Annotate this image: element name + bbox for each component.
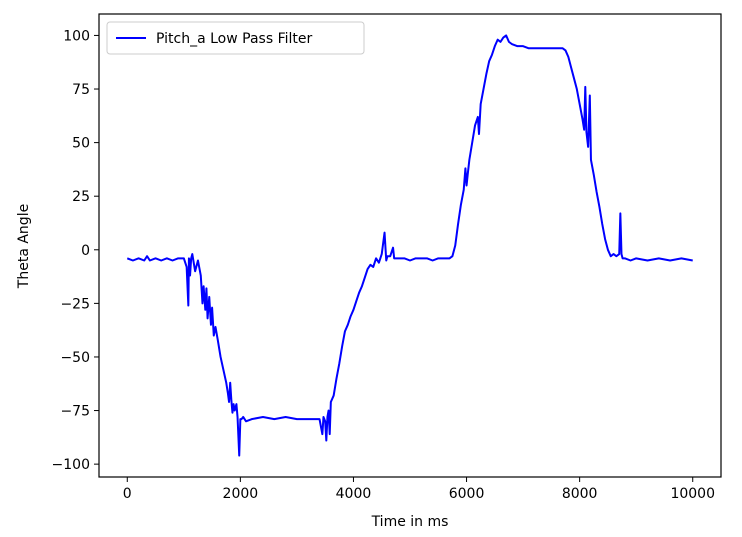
axes-layer [98,13,722,478]
x-axis-label: Time in ms [371,514,449,530]
series-line-0 [126,34,693,457]
x-tick-label: 2000 [223,486,259,502]
x-tick-label: 10000 [670,486,715,502]
legend-box [106,21,365,55]
y-tick-label: 100 [63,28,90,44]
y-tick-label: 0 [81,243,90,259]
legend-entry-label: Pitch_a Low Pass Filter [156,31,312,47]
plot-background [99,14,721,477]
y-tick-label: −100 [52,457,90,473]
x-tick-label: 4000 [336,486,372,502]
y-tick-label: −50 [60,350,90,366]
legend: Pitch_a Low Pass Filter [106,21,365,55]
y-axis-label: Theta Angle [16,204,32,289]
series-layer [126,34,693,457]
y-tick-label: −25 [60,296,90,312]
y-tick-label: 25 [72,189,90,205]
plot-area [99,14,721,477]
x-axis-ticks: 0 2000 4000 6000 8000 10000 [123,477,715,502]
axes-frame [98,13,722,478]
y-tick-label: 75 [72,82,90,98]
y-tick-label: −75 [60,404,90,420]
x-tick-label: 6000 [449,486,485,502]
y-axis-ticks: −100 −75 −50 −25 0 25 50 75 100 [52,28,99,473]
x-tick-label: 0 [123,486,132,502]
y-tick-label: 50 [72,136,90,152]
x-tick-label: 8000 [562,486,598,502]
